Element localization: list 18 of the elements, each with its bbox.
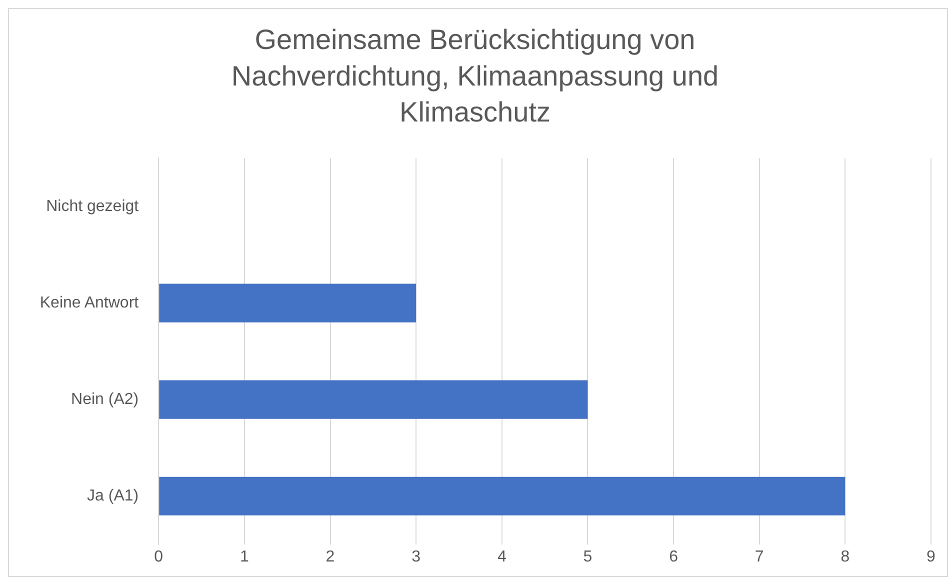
x-tick-label: 1 <box>240 548 249 566</box>
y-tick-label: Ja (A1) <box>87 488 139 505</box>
x-tick-label: 6 <box>669 548 678 566</box>
y-tick-label: Nein (A2) <box>71 390 139 408</box>
chart-title: Gemeinsame Berücksichtigung von Nachverdichtung, Klimaanpassung und Klimaschutz <box>231 24 719 128</box>
x-tick-label: 9 <box>926 548 936 566</box>
y-tick-label: Nicht gezeigt <box>46 198 140 215</box>
x-tick-label: 0 <box>154 548 164 566</box>
bar <box>159 284 416 322</box>
x-tick-label: 3 <box>412 548 421 566</box>
x-tick-label: 5 <box>583 548 592 566</box>
x-tick-label: 4 <box>497 548 506 566</box>
y-tick-label: Keine Antwort <box>40 294 140 312</box>
x-tick-label: 2 <box>326 548 335 566</box>
x-tick-label: 7 <box>754 548 764 566</box>
bar <box>159 380 588 419</box>
x-tick-label: 8 <box>840 548 850 566</box>
bar <box>159 476 846 516</box>
